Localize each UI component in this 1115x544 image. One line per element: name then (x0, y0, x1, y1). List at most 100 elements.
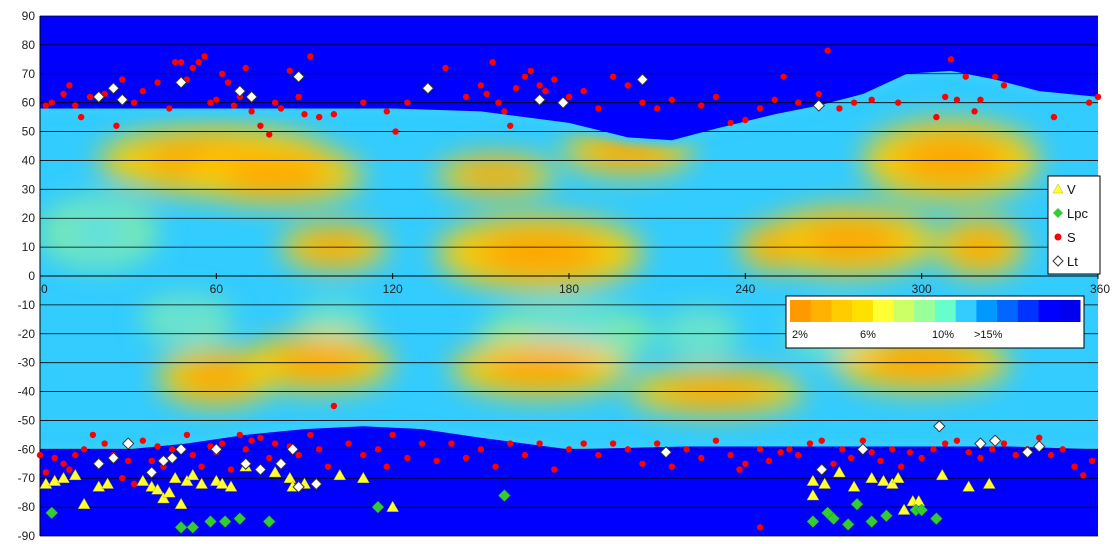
point-s (818, 437, 825, 444)
point-s (345, 440, 352, 447)
point-s (668, 96, 676, 103)
legend-entry: Lt (1052, 254, 1078, 269)
colorbar-swatch (976, 300, 998, 322)
point-s (242, 446, 249, 453)
point-s (727, 119, 734, 127)
point-s (1085, 99, 1093, 106)
point-s (224, 79, 232, 86)
legend-label: Lpc (1067, 206, 1088, 221)
point-s (918, 454, 925, 462)
x-tick-label: 60 (210, 282, 224, 296)
point-s (166, 105, 173, 112)
point-s (48, 99, 55, 106)
point-v (891, 471, 905, 483)
y-tick-label: -50 (18, 413, 36, 427)
heatmap-blob-low-core (66, 213, 132, 252)
legend-marker (1053, 208, 1063, 218)
point-s (595, 105, 602, 112)
point-s (989, 446, 996, 453)
point-s (1080, 472, 1087, 479)
point-s (66, 82, 73, 89)
point-s (489, 59, 496, 66)
point-lt (292, 70, 305, 83)
point-s (257, 434, 264, 441)
point-s (542, 87, 549, 95)
legend-marker (1052, 183, 1064, 194)
y-tick-label: 70 (22, 67, 36, 81)
point-s (404, 454, 411, 462)
point-s (248, 437, 255, 444)
point-s (580, 440, 587, 447)
legend-label: Lt (1067, 254, 1078, 269)
point-s (824, 47, 831, 54)
point-s (42, 469, 50, 476)
point-lt (556, 96, 570, 109)
heatmap-blob-high-core (222, 157, 329, 193)
point-s (183, 431, 191, 439)
point-s (1088, 457, 1096, 465)
point-lt (812, 99, 826, 112)
point-s (433, 457, 440, 465)
point-v (39, 477, 53, 489)
point-s (897, 463, 905, 470)
colorbar-swatch (1059, 300, 1081, 322)
point-s (806, 440, 814, 447)
point-s (742, 116, 749, 124)
point-s (324, 463, 332, 470)
point-v (912, 494, 926, 507)
point-s (286, 67, 294, 75)
point-s (727, 451, 734, 459)
point-s (448, 440, 455, 447)
point-s (847, 454, 855, 462)
y-tick-label: -60 (18, 442, 36, 456)
point-lt (174, 76, 188, 89)
point-s (418, 440, 426, 447)
point-s (512, 85, 520, 92)
point-s (295, 451, 302, 459)
point-s (894, 99, 902, 106)
y-tick-label: -90 (18, 529, 36, 543)
point-lt (107, 82, 120, 95)
point-s (248, 108, 255, 115)
point-s (609, 440, 617, 447)
point-lpc (262, 515, 276, 528)
point-s (609, 73, 617, 80)
point-lpc (371, 500, 385, 514)
y-tick-label: 60 (22, 96, 36, 110)
axes: 90 80 70 60 50 40 30 20 10 0 -10 -20 -30 -40 -50 -60 -70… (18, 9, 1111, 543)
point-lpc (218, 515, 232, 528)
point-s (1071, 463, 1078, 470)
point-s (507, 122, 514, 129)
point-s (80, 446, 88, 453)
point-s (60, 460, 67, 467)
point-s (501, 108, 508, 115)
colorbar-label: 2% (792, 329, 808, 341)
point-lt (274, 457, 288, 470)
point-s (815, 90, 823, 98)
point-s (404, 99, 411, 106)
point-s (933, 113, 940, 121)
point-v (77, 497, 91, 509)
x-tick-label: 180 (559, 282, 579, 296)
heatmap-blob-low-core (314, 309, 354, 329)
point-lt (1033, 440, 1046, 453)
y-tick-label: 90 (22, 9, 36, 23)
point-s (72, 451, 79, 459)
point-s (953, 96, 961, 103)
point-s (595, 451, 602, 459)
colorbar-swatch (810, 300, 832, 322)
point-lt (292, 480, 305, 494)
point-s (189, 451, 197, 459)
point-s (477, 82, 485, 89)
point-s (72, 102, 79, 109)
point-v (897, 503, 911, 515)
x-tick-label: 360 (1090, 282, 1110, 296)
point-s (271, 440, 279, 447)
point-s (154, 443, 161, 450)
point-s (780, 73, 787, 80)
point-s (991, 73, 999, 80)
point-s (213, 96, 220, 103)
point-s (971, 108, 978, 115)
point-lt (239, 457, 252, 470)
point-v (136, 474, 150, 486)
